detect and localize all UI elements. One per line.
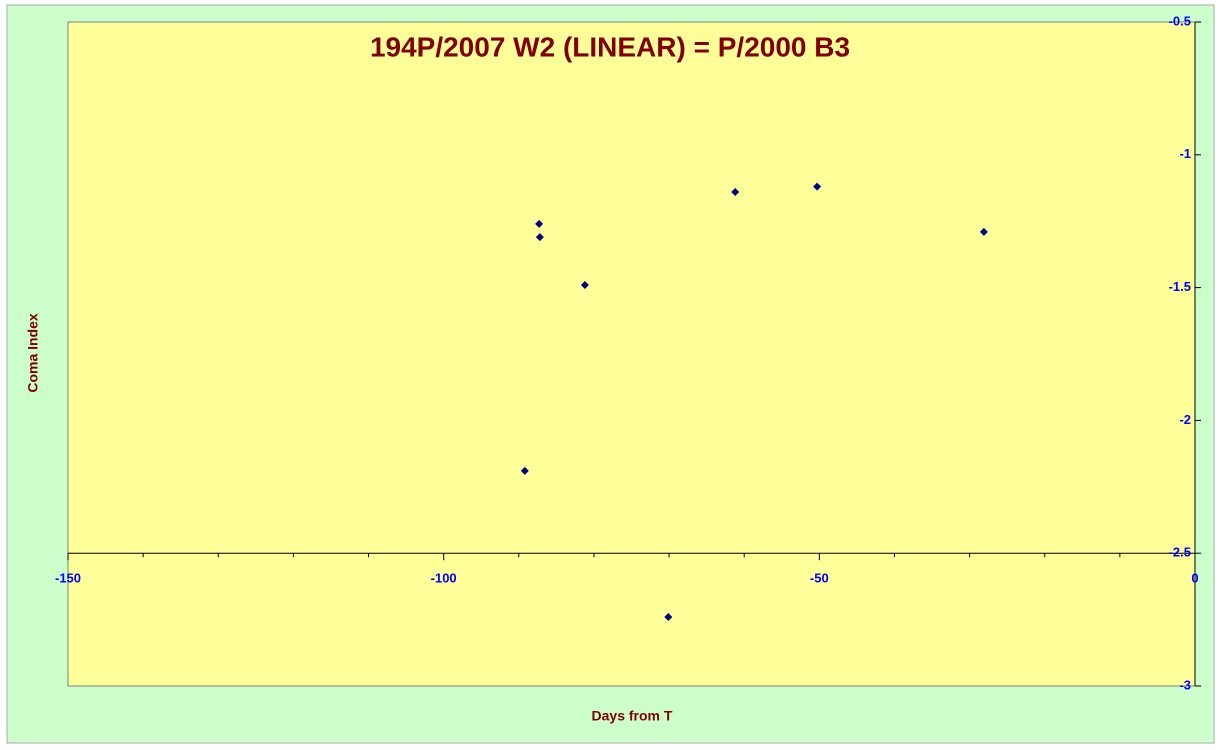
plot-area — [67, 21, 1196, 687]
data-point — [535, 219, 544, 228]
data-point — [731, 187, 740, 196]
chart-title: 194P/2007 W2 (LINEAR) = P/2000 B3 — [370, 31, 850, 62]
y-tick-label: -1.5 — [1169, 279, 1191, 294]
data-point — [535, 233, 544, 242]
x-axis-title: Days from T — [592, 708, 673, 724]
y-tick-label: -3 — [1179, 677, 1191, 692]
y-tick-label: -0.5 — [1169, 13, 1191, 28]
y-tick-label: -2 — [1179, 412, 1191, 427]
y-axis-title: Coma Index — [25, 313, 41, 393]
data-point — [664, 612, 673, 621]
x-tick-label: -150 — [55, 571, 81, 586]
x-tick-label: -100 — [431, 571, 457, 586]
x-tick-label: 0 — [1191, 571, 1198, 586]
x-tick-label: -50 — [810, 571, 829, 586]
y-tick-label: -2.5 — [1169, 545, 1191, 560]
data-point — [813, 182, 822, 191]
data-point — [979, 227, 988, 236]
data-point — [580, 280, 589, 289]
data-point — [520, 466, 529, 475]
y-tick-label: -1 — [1179, 146, 1191, 161]
